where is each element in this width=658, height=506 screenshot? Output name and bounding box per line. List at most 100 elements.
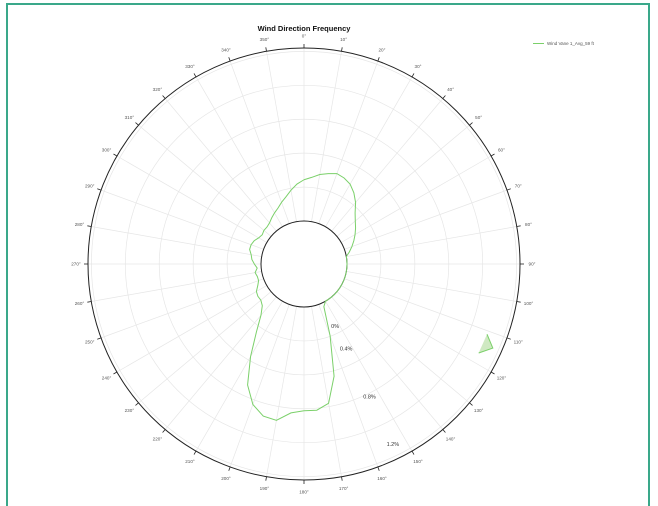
grid-spoke xyxy=(164,296,277,430)
angle-tick-label: 150° xyxy=(413,459,423,464)
angle-tick xyxy=(193,450,197,455)
angle-tick xyxy=(411,450,415,455)
angle-tick-label: 290° xyxy=(85,184,95,189)
grid-spoke xyxy=(138,291,272,404)
grid-spoke xyxy=(336,291,470,404)
angle-tick-label: 310° xyxy=(125,115,135,120)
series-spike xyxy=(478,334,494,354)
grid-spoke xyxy=(331,296,444,430)
angle-tick xyxy=(265,476,267,481)
angle-tick-label: 10° xyxy=(340,37,347,42)
grid-spoke xyxy=(100,189,264,250)
radial-tick-label: 0% xyxy=(331,324,339,330)
grid-spoke xyxy=(266,306,297,477)
radial-tick-label: 1.2% xyxy=(387,442,400,448)
angle-tick-label: 70° xyxy=(515,184,522,189)
grid-spoke xyxy=(346,271,517,302)
angle-tick xyxy=(341,47,343,52)
grid-spoke xyxy=(164,98,277,232)
angle-tick xyxy=(411,73,415,78)
angle-tick-label: 300° xyxy=(102,148,112,153)
grid-spoke xyxy=(100,278,264,339)
angle-tick-label: 180° xyxy=(299,490,309,495)
angle-tick-label: 100° xyxy=(524,301,534,306)
grid-spoke xyxy=(346,226,517,257)
angle-tick-label: 260° xyxy=(75,301,85,306)
grid-spoke xyxy=(266,51,297,222)
grid-spoke xyxy=(325,76,413,227)
grid-spoke xyxy=(318,304,379,468)
angle-tick-label: 240° xyxy=(102,376,112,381)
angle-tick xyxy=(135,122,139,126)
grid-spoke xyxy=(91,271,262,302)
angle-tick xyxy=(469,402,473,406)
grid-spoke xyxy=(318,60,379,224)
grid-spoke xyxy=(336,124,470,237)
angle-tick xyxy=(228,466,231,471)
angle-tick-label: 40° xyxy=(447,87,454,92)
angle-tick xyxy=(162,95,166,99)
angle-tick-label: 200° xyxy=(221,476,231,481)
angle-tick xyxy=(377,466,380,471)
angle-tick-label: 90° xyxy=(529,262,536,267)
grid-spoke xyxy=(116,285,267,373)
angle-tick-label: 210° xyxy=(185,459,195,464)
legend-swatch xyxy=(533,43,544,44)
angle-tick xyxy=(377,57,380,62)
legend: Wind Vane 1_Avg_59 ft xyxy=(533,41,594,46)
grid-spoke xyxy=(325,301,413,452)
grid-spoke xyxy=(341,285,492,373)
angle-tick xyxy=(87,301,92,303)
angle-tick-label: 0° xyxy=(302,34,307,39)
angle-tick xyxy=(265,47,267,52)
angle-tick-label: 130° xyxy=(474,408,484,413)
angle-tick xyxy=(193,73,197,78)
angle-tick xyxy=(490,153,495,157)
angle-tick xyxy=(113,371,118,375)
angle-tick xyxy=(516,225,521,227)
angle-tick-label: 320° xyxy=(153,87,163,92)
angle-tick-label: 340° xyxy=(221,47,231,52)
angle-tick xyxy=(490,371,495,375)
angle-tick-label: 190° xyxy=(260,486,270,491)
chart-title: Wind Direction Frequency xyxy=(257,24,351,33)
angle-tick-label: 250° xyxy=(85,340,95,345)
angle-tick xyxy=(113,153,118,157)
angle-tick-label: 280° xyxy=(75,222,85,227)
angle-tick xyxy=(228,57,231,62)
grid-spoke xyxy=(116,155,267,243)
grid-spoke xyxy=(344,189,508,250)
angle-tick xyxy=(442,429,446,433)
angle-tick-label: 160° xyxy=(377,476,387,481)
angle-tick-label: 350° xyxy=(260,37,270,42)
grid-spoke xyxy=(229,60,290,224)
grid-spoke xyxy=(229,304,290,468)
angle-tick xyxy=(469,122,473,126)
grid-spoke xyxy=(195,76,283,227)
grid-spoke xyxy=(138,124,272,237)
angle-tick-label: 170° xyxy=(339,486,349,491)
grid-spoke xyxy=(344,278,508,339)
series-line xyxy=(247,173,357,421)
angle-tick xyxy=(341,476,343,481)
grid-spoke xyxy=(331,98,444,232)
radial-tick-label: 0.4% xyxy=(340,346,353,352)
angle-tick xyxy=(97,337,102,340)
angle-tick xyxy=(135,402,139,406)
angle-tick-label: 80° xyxy=(525,222,532,227)
radial-tick-label: 0.8% xyxy=(363,394,376,400)
angle-tick-label: 120° xyxy=(497,376,507,381)
angle-tick-label: 140° xyxy=(446,436,456,441)
angle-tick-label: 20° xyxy=(379,47,386,52)
angle-tick xyxy=(162,429,166,433)
grid-spoke xyxy=(341,155,492,243)
angle-tick xyxy=(516,301,521,303)
angle-tick xyxy=(442,95,446,99)
angle-tick-label: 270° xyxy=(71,262,81,267)
angle-tick xyxy=(87,225,92,227)
legend-label: Wind Vane 1_Avg_59 ft xyxy=(547,41,594,46)
grid-spoke xyxy=(195,301,283,452)
grid-spoke xyxy=(311,306,342,477)
angle-tick-label: 330° xyxy=(185,64,195,69)
